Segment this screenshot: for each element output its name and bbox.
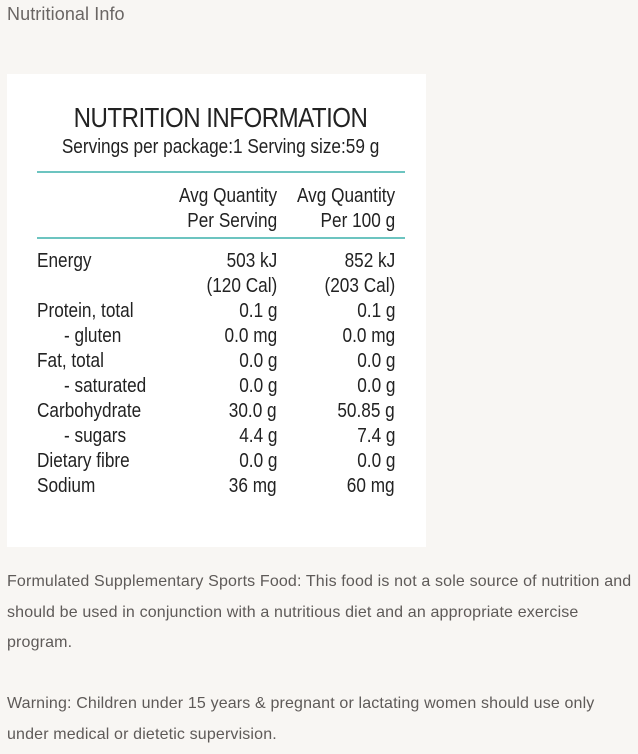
section-title: Nutritional Info [7,4,125,24]
row-per-100g: 0.0 g [356,350,395,372]
nutrient-rows: Energy 503 kJ (120 Cal) 852 kJ (203 Cal)… [36,249,405,499]
header-per-100g-line2: Per 100 g [320,210,395,232]
row-per-100g: 50.85 g [337,400,395,422]
column-headers: Avg Quantity Per Serving Avg Quantity Pe… [36,184,405,234]
table-row: Sodium 36 mg 60 mg [36,474,405,499]
row-per-serving: 0.0 mg [224,325,277,347]
row-per-100g: 0.1 g [356,300,395,322]
row-label: - saturated [64,375,147,397]
nutrition-title: NUTRITION INFORMATION [73,102,368,133]
row-per-100g: 7.4 g [356,425,395,447]
table-row: - saturated 0.0 g 0.0 g [36,374,405,399]
row-per-100g: 852 kJ (203 Cal) [324,249,395,299]
row-label: Carbohydrate [37,400,142,422]
row-label: Energy [37,250,92,272]
energy-kj-100g: 852 kJ [344,250,395,272]
nutrition-panel: NUTRITION INFORMATION Servings per packa… [7,74,426,547]
header-per-serving-line1: Avg Quantity [178,185,277,207]
row-label: Fat, total [37,350,104,372]
table-row: Protein, total 0.1 g 0.1 g [36,299,405,324]
row-per-100g: 0.0 mg [342,325,395,347]
row-per-serving: 30.0 g [229,400,277,422]
warning-note: Warning: Children under 15 years & pregn… [7,695,595,743]
table-row: Energy 503 kJ (120 Cal) 852 kJ (203 Cal) [36,249,405,299]
row-per-100g: 0.0 g [356,375,395,397]
header-per-serving-line2: Per Serving [187,210,277,232]
row-label: Dietary fibre [37,450,130,472]
row-label: - sugars [64,425,127,447]
row-per-serving: 0.0 g [238,375,277,397]
table-row: Carbohydrate 30.0 g 50.85 g [36,399,405,424]
row-per-serving: 0.0 g [238,450,277,472]
header-per-serving: Avg Quantity Per Serving [179,184,277,234]
header-per-100g: Avg Quantity Per 100 g [297,184,395,234]
servings-info: Servings per package:1 Serving size:59 g [61,136,380,158]
header-per-100g-line1: Avg Quantity [296,185,395,207]
row-per-100g: 60 mg [347,475,395,497]
row-per-serving: 4.4 g [238,425,277,447]
energy-kj-serving: 503 kJ [226,250,277,272]
row-label: - gluten [64,325,122,347]
row-per-100g: 0.0 g [356,450,395,472]
row-label: Protein, total [37,300,134,322]
energy-cal-serving: (120 Cal) [206,275,277,297]
nutrition-table: NUTRITION INFORMATION Servings per packa… [36,102,405,499]
divider-header [37,237,405,239]
table-row: Fat, total 0.0 g 0.0 g [36,349,405,374]
row-per-serving: 36 mg [229,475,277,497]
table-row: - gluten 0.0 mg 0.0 mg [36,324,405,349]
formulated-food-note: Formulated Supplementary Sports Food: Th… [7,573,632,651]
energy-cal-100g: (203 Cal) [324,275,395,297]
row-label: Sodium [37,475,96,497]
table-row: Dietary fibre 0.0 g 0.0 g [36,449,405,474]
row-per-serving: 503 kJ (120 Cal) [206,249,277,299]
row-per-serving: 0.1 g [238,300,277,322]
row-per-serving: 0.0 g [238,350,277,372]
table-row: - sugars 4.4 g 7.4 g [36,424,405,449]
divider-top [37,171,405,173]
